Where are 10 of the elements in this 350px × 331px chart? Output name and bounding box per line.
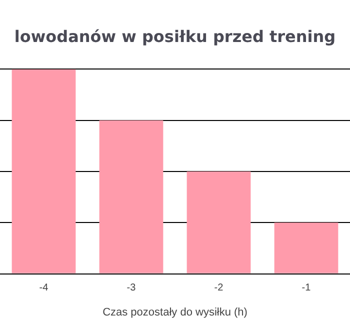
bar — [186, 172, 251, 274]
x-axis-title: Czas pozostały do wysiłku (h) — [102, 306, 248, 318]
chart-title: lowodanów w posiłku przed trening — [14, 26, 336, 46]
x-tick-label: -4 — [39, 282, 49, 294]
x-tick-label: -3 — [126, 282, 136, 294]
bar — [274, 222, 338, 274]
bar — [12, 69, 76, 274]
bar — [99, 120, 164, 274]
x-tick-label: -1 — [302, 282, 312, 294]
x-tick-label: -2 — [214, 282, 224, 294]
